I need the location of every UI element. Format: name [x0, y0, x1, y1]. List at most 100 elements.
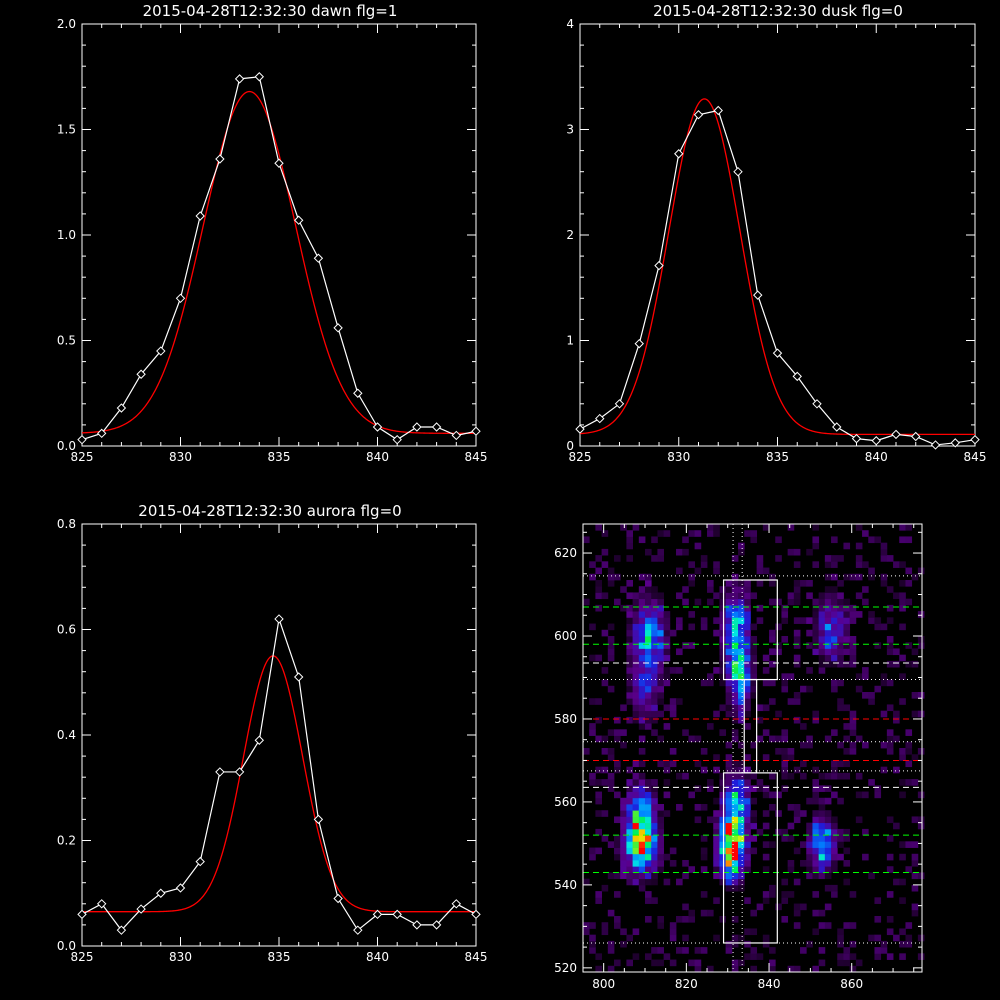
heatmap-pixel — [595, 735, 602, 743]
heatmap-pixel — [713, 592, 720, 600]
heatmap-pixel — [638, 660, 646, 668]
heatmap-pixel — [589, 922, 596, 929]
heatmap-pixel — [812, 797, 820, 805]
heatmap-pixel — [682, 934, 689, 942]
heatmap-pixel — [632, 654, 640, 662]
heatmap-pixel — [651, 816, 658, 824]
aurora-panel-title: 2015-04-28T12:32:30 aurora flg=0 — [138, 502, 401, 520]
heatmap-pixel — [824, 853, 832, 861]
heatmap-pixel — [905, 729, 913, 736]
heatmap-pixel — [645, 835, 652, 842]
heatmap-pixel — [886, 555, 894, 562]
heatmap-pixel — [812, 536, 820, 544]
heatmap-pixel — [725, 860, 733, 867]
heatmap-pixel — [756, 779, 764, 786]
heatmap-pixel — [725, 810, 733, 817]
heatmap-pixel — [843, 704, 851, 712]
heatmap-pixel — [793, 598, 801, 606]
dusk-data-point — [911, 431, 921, 442]
heatmap-pixel — [769, 772, 776, 780]
heatmap-pixel — [731, 716, 739, 724]
heatmap-pixel — [645, 847, 652, 855]
heatmap-pixel — [886, 853, 894, 861]
heatmap-pixel — [657, 555, 665, 562]
dawn-x-tick-label: 835 — [268, 450, 291, 464]
heatmap-pixel — [874, 934, 882, 942]
heatmap-pixel — [855, 592, 863, 600]
heatmap-pixel — [855, 735, 863, 743]
heatmap-pixel — [657, 947, 665, 954]
heatmap-pixel — [818, 822, 826, 830]
heatmap-pixel — [781, 617, 789, 624]
heatmap-pixel — [645, 704, 652, 712]
heatmap-pixel — [669, 704, 677, 712]
dawn-data-point — [412, 422, 422, 432]
heatmap-pixel — [645, 810, 652, 817]
aurora-x-tick-label: 845 — [465, 950, 488, 964]
heatmap-pixel — [899, 841, 906, 848]
heatmap-pixel — [731, 586, 739, 593]
heatmap-pixel — [831, 573, 838, 581]
heatmap-pixel — [620, 524, 627, 531]
heatmap-pixel — [781, 604, 789, 612]
heatmap-pixel — [638, 822, 646, 830]
heatmap-pixel — [738, 766, 745, 774]
heatmap-pixel — [750, 928, 758, 936]
heatmap-pixel — [682, 903, 689, 911]
heatmap-pixel — [831, 623, 838, 631]
heatmap-pixel — [614, 847, 621, 855]
heatmap-pixel — [831, 835, 838, 842]
aurora-data-point — [77, 909, 87, 920]
heatmap-pixel — [824, 561, 832, 568]
heatmap-pixel — [769, 841, 776, 848]
dawn-frame — [81, 23, 477, 447]
heatmap-pixel — [899, 592, 906, 600]
heatmap-pixel — [769, 791, 776, 799]
heatmap-pixel — [607, 841, 615, 848]
heatmap-pixel — [663, 779, 671, 786]
heatmap-pixel — [657, 866, 665, 873]
heatmap-pixel — [899, 598, 906, 606]
heatmap-pixel — [762, 667, 770, 674]
heatmap-pixel — [793, 642, 801, 649]
heatmap-pixel — [862, 561, 869, 568]
heatmap-pixel — [781, 835, 789, 842]
aurora-data-point — [392, 909, 402, 920]
heatmap-pixel — [620, 835, 627, 842]
heatmap-pixel — [638, 810, 646, 817]
heatmap-pixel — [620, 804, 627, 811]
heatmap-pixel — [645, 828, 652, 836]
heatmap-pixel — [787, 866, 795, 873]
heatmap-pixel — [595, 654, 602, 662]
heatmap-pixel — [719, 878, 727, 886]
dawn-y-tick-label: 1.5 — [57, 123, 76, 137]
heatmap-pixel — [731, 772, 739, 780]
heatmap-pixel — [756, 555, 764, 562]
heatmap-pixel — [694, 760, 702, 768]
heatmap-pixel — [849, 723, 857, 730]
heatmap-pixel — [812, 648, 820, 656]
heatmap-pixel — [731, 573, 739, 581]
heatmap-pixel — [738, 580, 745, 587]
heatmap-pixel — [731, 685, 739, 693]
heatmap-pixel — [626, 934, 634, 942]
heatmap-pixel — [831, 611, 838, 618]
heatmap-pixel — [824, 604, 832, 612]
heatmap-pixel — [917, 872, 925, 880]
heatmap-pixel — [719, 598, 727, 606]
heatmap-pixel — [911, 692, 919, 699]
heatmap-pixel — [669, 710, 677, 718]
heatmap-pixel — [669, 847, 677, 855]
heatmap-pixel — [831, 828, 838, 836]
heatmap-pixel — [725, 654, 733, 662]
heatmap-pixel — [725, 710, 733, 718]
heatmap-pixel — [638, 698, 646, 705]
heatmap-pixel — [638, 866, 646, 873]
heatmap-pixel — [738, 692, 745, 699]
heatmap-pixel — [731, 810, 739, 817]
heatmap-pixel — [700, 617, 708, 624]
heatmap-pixel — [744, 660, 751, 668]
heatmap-pixel — [725, 617, 733, 624]
heatmap-pixel — [651, 841, 658, 848]
heatmap-pixel — [843, 748, 851, 755]
